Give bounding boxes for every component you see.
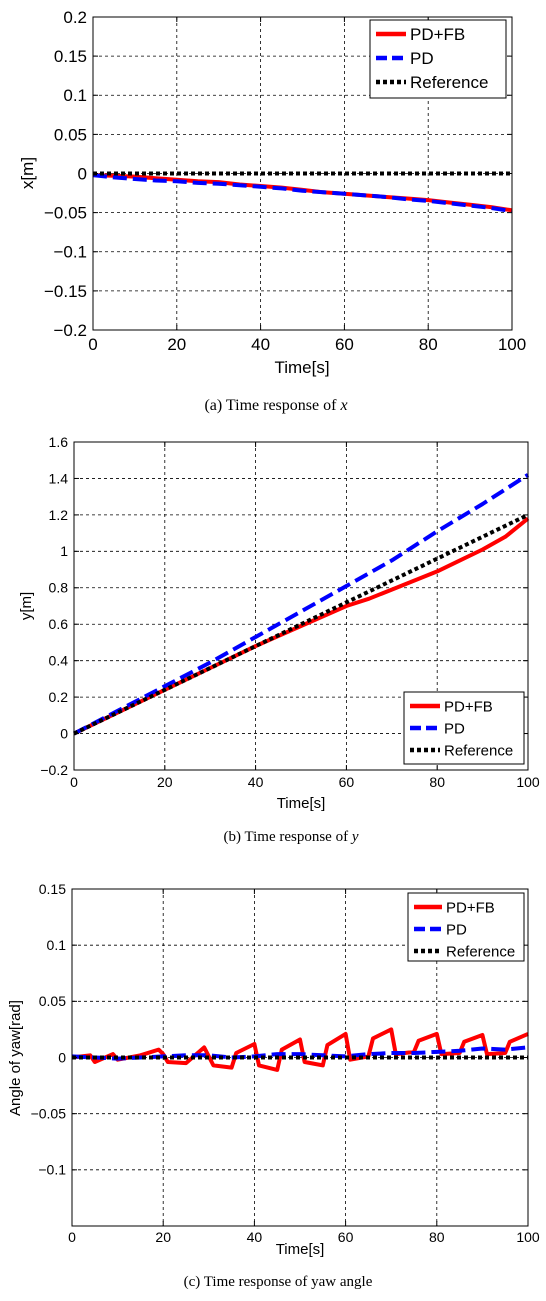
legend-entry-label: PD [444,720,465,737]
y-tick-label: 0.8 [49,580,69,596]
x-tick-label: 20 [157,774,173,790]
y-tick-label: 1.2 [49,507,69,523]
legend-entry-label: PD+FB [444,698,493,715]
legend-entry-label: PD [446,921,467,938]
legend-box [407,892,525,962]
figure-caption: (b) Time response of y [224,829,359,845]
caption-variable: x [339,397,347,414]
y-tick-label: 0.15 [39,881,66,897]
chart-panel-b: 0 20 40 60 80 1001.61.41.210.80.60.40.20−0.2T… [18,434,540,845]
x-tick-label: 20 [167,335,186,354]
y-tick-label: 0.15 [54,47,87,66]
legend-entry-label: PD [410,49,434,68]
x-tick-label: 0 [68,1229,76,1245]
legend: PD+FB PD Reference [407,892,525,962]
x-tick-label: 40 [247,1229,263,1245]
y-tick-label: 1 [60,543,68,559]
x-tick-label: 100 [516,774,540,790]
y-tick-label: 0.05 [54,125,87,144]
y-tick-label: −0.05 [44,204,87,223]
chart-panel-c: 0 20 40 60 80 100 0.15 0.1 0.05 0 −0.05 −0.1 Time[s]… [7,881,540,1290]
series-line-pd [73,473,530,736]
y-axis-label: Angle of yaw[rad] [7,1000,24,1116]
x-tick-label: 80 [429,1229,445,1245]
y-tick-label: −0.2 [53,321,87,340]
x-tick-label: 40 [251,335,270,354]
x-tick-label: 0 [70,774,78,790]
axes-box [73,441,529,771]
y-tick-label: 0.2 [63,8,87,27]
x-tick-label: 40 [248,774,264,790]
caption-text: (b) Time response of [224,829,352,845]
y-axis-label: y[m] [18,592,35,620]
y-tick-label: 1.6 [49,434,69,450]
chart-panel-a: 0 20 40 60 80 100 0.2 0.15 0.1 0.05 0 −0.05 −0.1 −0.1… [18,8,526,414]
x-tick-label: 80 [419,335,438,354]
x-axis-label: Time[s] [277,795,326,812]
y-tick-label: −0.2 [40,762,68,778]
y-tick-label: 0.4 [49,653,69,669]
series-line-pd [71,1045,529,1061]
y-tick-label: 0 [60,725,68,741]
x-tick-label: 60 [338,1229,354,1245]
x-tick-label: 100 [498,335,526,354]
legend: PD+FB PD Reference [403,691,525,765]
y-tick-label: 0.6 [49,616,69,632]
x-tick-label: 20 [155,1229,171,1245]
legend-entry-label: PD+FB [410,25,465,44]
y-tick-label: −0.05 [31,1106,67,1122]
y-tick-label: 0 [78,164,87,183]
x-tick-label: 100 [516,1229,540,1245]
x-tick-label: 80 [429,774,445,790]
caption-variable: y [350,829,359,845]
y-tick-label: 0.1 [63,86,87,105]
series-line-pd [92,173,513,214]
y-tick-label: 0.1 [47,937,67,953]
y-axis-label: x[m] [18,157,37,189]
y-tick-label: −0.1 [53,243,87,262]
legend-entry-label: Reference [410,73,488,92]
figure-caption: (c) Time response of yaw angle [184,1274,373,1290]
legend-entry-label: PD+FB [446,899,495,916]
y-tick-label: −0.15 [44,282,87,301]
legend-entry-label: Reference [444,742,513,759]
x-axis-label: Time[s] [276,1241,325,1258]
legend: PD+FB PD Reference [369,19,507,99]
series-line-pd-fb [71,1027,529,1072]
y-tick-label: 0.05 [39,993,66,1009]
y-tick-label: −0.1 [38,1162,66,1178]
caption-text: (c) Time response of yaw angle [184,1274,373,1290]
x-tick-label: 60 [335,335,354,354]
y-tick-label: 0 [58,1049,66,1065]
series-line-pd-fb [73,516,530,736]
y-tick-label: 1.4 [49,470,69,486]
legend-entry-label: Reference [446,943,515,960]
x-axis-label: Time[s] [274,358,329,377]
caption-text: (a) Time response of [204,397,340,414]
x-tick-label: 0 [88,335,97,354]
figure-caption: (a) Time response of x [204,397,347,414]
x-tick-label: 60 [339,774,355,790]
y-tick-label: 0.2 [49,689,69,705]
